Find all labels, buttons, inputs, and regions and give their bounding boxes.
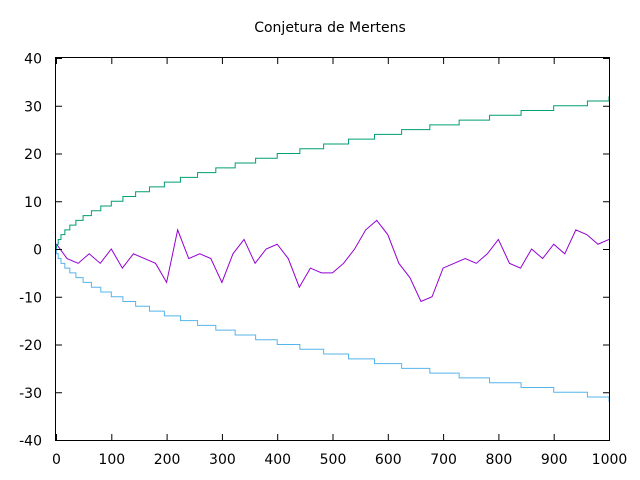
x-tick-label: 200	[154, 452, 181, 468]
x-tick-label: 100	[98, 452, 125, 468]
series-line-0	[56, 96, 610, 250]
y-tick-label: -20	[19, 338, 42, 354]
x-tick-label: 700	[430, 452, 457, 468]
series-line-2	[56, 219, 610, 303]
x-tick-label: 300	[209, 452, 236, 468]
x-tick-label: 900	[541, 452, 568, 468]
y-tick-label: 10	[24, 195, 42, 211]
y-tick-label: -10	[19, 290, 42, 306]
plot-frame	[55, 57, 610, 441]
y-tick-label: -40	[19, 434, 42, 450]
axis-layer: 0 100 200 300 400 500 600 700 800 900 100040302010…	[19, 52, 627, 469]
x-tick-label: 500	[320, 452, 347, 468]
x-tick-label: 800	[486, 452, 513, 468]
chart-title: Conjetura de Mertens	[254, 20, 406, 36]
series-layer	[56, 96, 610, 402]
y-tick-label: 30	[24, 99, 42, 115]
y-tick-label: 20	[24, 147, 42, 163]
y-tick-label: 40	[24, 52, 42, 68]
x-tick-label: 0	[52, 452, 61, 468]
x-tick-label: 400	[264, 452, 291, 468]
y-tick-label: -30	[19, 386, 42, 402]
x-tick-label: 1000	[592, 452, 628, 468]
series-line-1	[56, 248, 610, 402]
y-tick-label: 0	[33, 243, 42, 259]
x-tick-label: 600	[375, 452, 402, 468]
